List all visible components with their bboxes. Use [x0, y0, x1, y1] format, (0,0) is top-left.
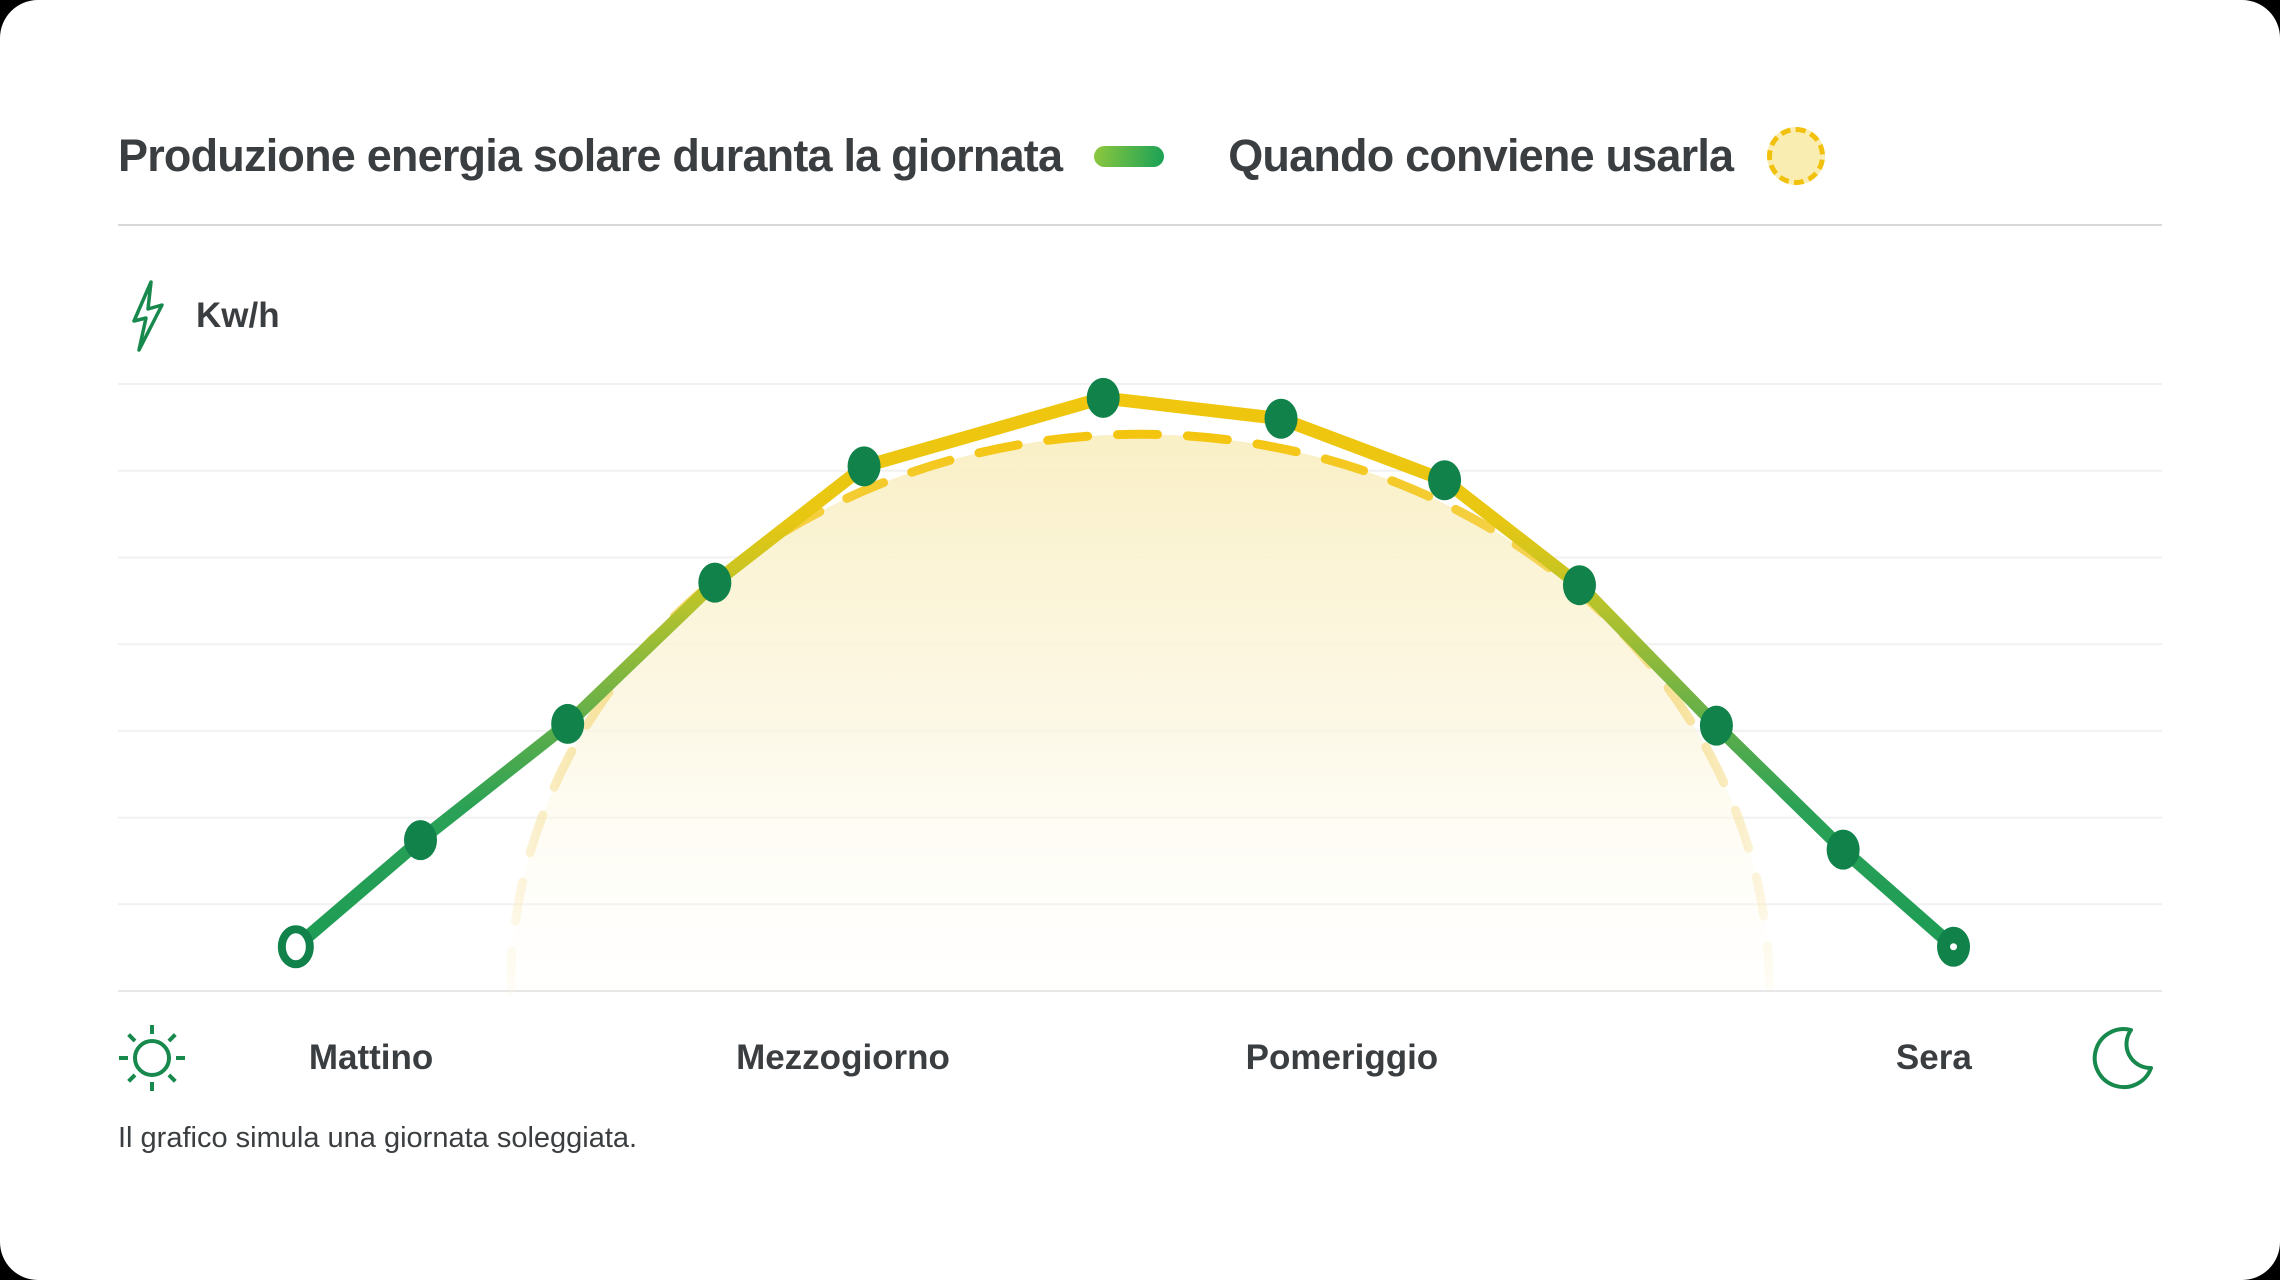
usage-dome-area [505, 429, 1775, 996]
x-axis-label-pomeriggio: Pomeriggio [1245, 1038, 1439, 1077]
production-line [289, 391, 1960, 954]
data-point [551, 703, 585, 744]
y-axis-unit-label: Kw/h [196, 296, 280, 335]
header-divider [118, 224, 2162, 226]
x-axis: Mattino Mezzogiorno Pomeriggio Sera [118, 1014, 2162, 1102]
data-point [1086, 377, 1120, 418]
data-point [404, 820, 438, 861]
usage-legend-label: Quando conviene usarla [1228, 130, 1734, 181]
data-point [1428, 460, 1462, 501]
x-axis-label-mezzogiorno: Mezzogiorno [736, 1038, 950, 1077]
data-point-end-pin [1950, 943, 1958, 951]
data-points [277, 377, 1971, 969]
data-point [1826, 829, 1860, 870]
x-axis-label-sera: Sera [1895, 1038, 1972, 1077]
solar-production-chart [118, 360, 2162, 1008]
moon-icon [2087, 1023, 2157, 1093]
page-title: Produzione energia solare duranta la gio… [118, 130, 1063, 181]
usage-legend-sun-marker [1767, 127, 1826, 185]
data-point [1264, 398, 1298, 439]
sun-icon [114, 1020, 190, 1096]
header: Produzione energia solare duranta la gio… [118, 106, 2162, 206]
data-point-start-open [277, 925, 314, 969]
data-point [698, 562, 732, 603]
data-point [1562, 565, 1596, 606]
x-axis-label-mattino: Mattino [308, 1038, 434, 1077]
data-point [847, 446, 881, 487]
chart-footnote: Il grafico simula una giornata soleggiat… [118, 1122, 638, 1154]
y-axis-unit: Kw/h [128, 276, 280, 356]
data-point [1699, 705, 1733, 746]
production-line-legend-marker [1094, 145, 1165, 167]
lightning-bolt-icon [128, 278, 168, 354]
